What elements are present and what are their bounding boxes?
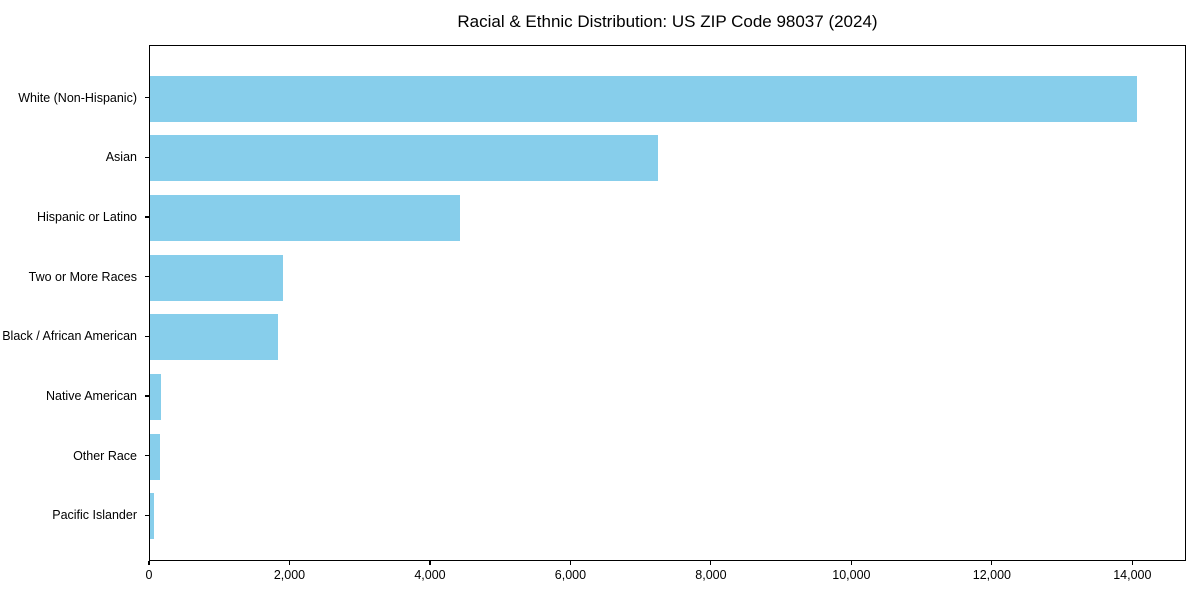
x-tick-mark: [429, 561, 431, 565]
bar-black-african-american: [150, 314, 278, 361]
y-tick-mark: [145, 276, 149, 278]
y-tick-mark: [145, 156, 149, 158]
x-tick-label: 2,000: [273, 568, 306, 582]
x-tick-mark: [991, 561, 993, 565]
chart-title: Racial & Ethnic Distribution: US ZIP Cod…: [457, 12, 878, 31]
x-tick-label: 4,000: [414, 568, 446, 582]
x-tick-label: 10,000: [832, 568, 871, 582]
bar-hispanic-or-latino: [150, 195, 460, 241]
y-tick-label: Hispanic or Latino: [36, 210, 137, 224]
y-tick-mark: [145, 514, 149, 516]
x-tick-mark: [850, 561, 852, 565]
y-tick-label: Other Race: [73, 448, 137, 463]
x-tick-mark: [569, 561, 572, 565]
bar-other-race: [150, 433, 160, 480]
y-tick-label: Asian: [105, 150, 137, 165]
x-tick-label: 8,000: [695, 568, 727, 582]
y-tick-mark: [145, 455, 149, 457]
x-tick-label: 14,000: [1113, 568, 1152, 582]
x-tick-mark: [1131, 561, 1133, 565]
y-tick-mark: [145, 97, 149, 99]
y-tick-mark: [145, 395, 149, 397]
y-tick-label: Black / African American: [2, 329, 137, 344]
x-tick-label: 12,000: [972, 568, 1011, 582]
y-tick-label: Two or More Races: [28, 269, 137, 284]
y-tick-mark: [145, 335, 149, 337]
bar-two-or-more-races: [150, 254, 283, 301]
bar-pacific-islander: [150, 493, 155, 540]
plot-area: [149, 45, 1186, 561]
y-tick-label: Pacific Islander: [52, 508, 137, 523]
x-tick-mark: [148, 561, 150, 565]
bar-white-non-hispanic: [150, 75, 1137, 122]
y-tick-label: White (Non-Hispanic): [18, 90, 137, 105]
y-tick-mark: [145, 216, 149, 218]
y-tick-label: Native American: [45, 388, 137, 403]
bar-native-american: [150, 373, 161, 420]
x-tick-mark: [710, 561, 712, 565]
bar-asian: [150, 135, 658, 182]
x-tick-label: 6,000: [554, 568, 587, 582]
x-tick-label: 0: [145, 568, 153, 582]
x-tick-mark: [288, 561, 291, 565]
